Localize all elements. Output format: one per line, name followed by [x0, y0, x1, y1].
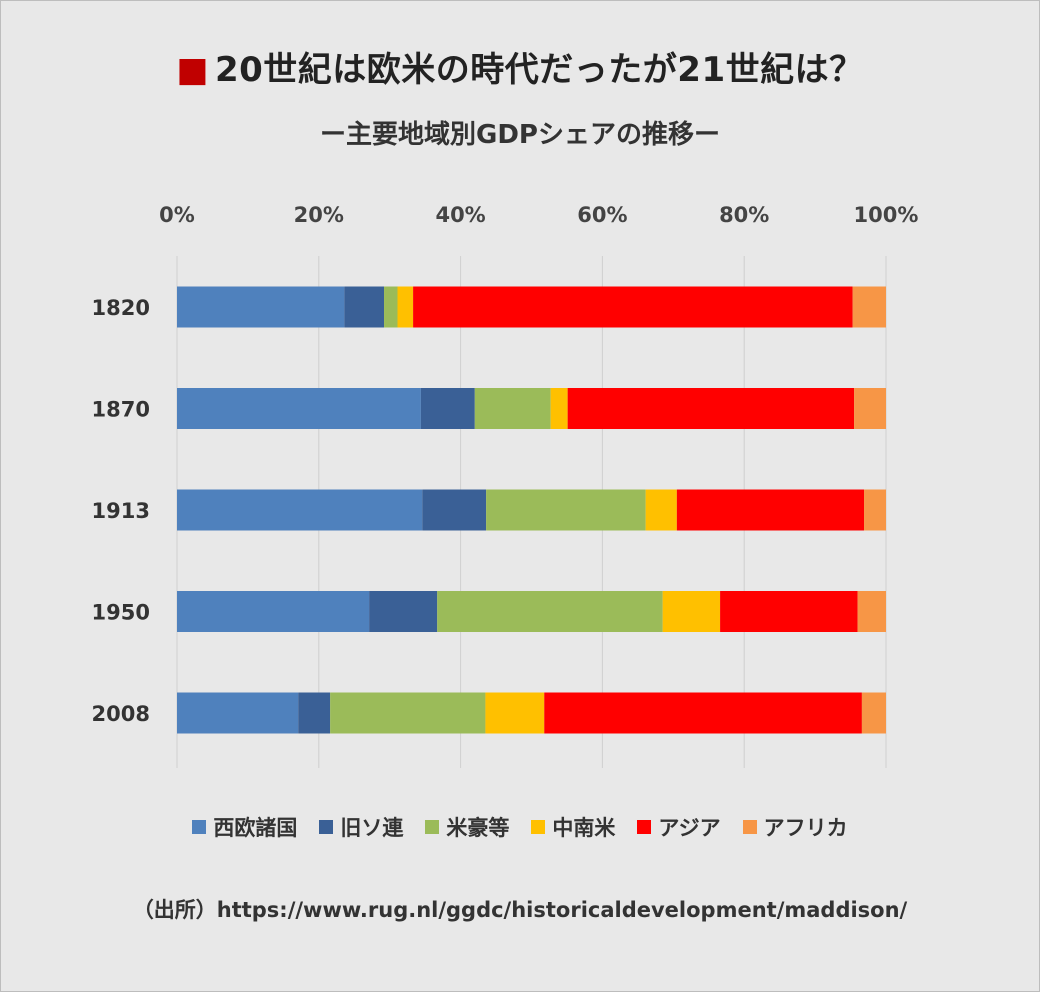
y-category-label: 1913	[92, 499, 150, 523]
bar-2008-series-2	[330, 692, 486, 734]
x-tick-label: 0%	[159, 203, 195, 227]
legend-item-5: アフリカ	[742, 812, 848, 842]
chart-subtitle: ー主要地域別GDPシェアの推移ー	[320, 120, 720, 150]
bar-1820-series-5	[852, 286, 886, 328]
legend-label: 旧ソ連	[340, 816, 404, 840]
y-category-label: 2008	[92, 702, 150, 726]
bars	[177, 286, 886, 734]
legend-swatch-icon	[319, 820, 334, 834]
bar-2008-series-3	[485, 692, 545, 734]
bar-1913-series-5	[864, 489, 886, 531]
bar-1913-series-1	[422, 489, 487, 531]
legend-label: アフリカ	[763, 816, 848, 840]
x-tick-label: 80%	[719, 203, 769, 227]
bar-1820-series-0	[177, 286, 345, 328]
bar-1913-series-0	[177, 489, 423, 531]
bar-1820-series-2	[384, 286, 398, 328]
x-tick-label: 100%	[854, 203, 919, 227]
bar-1870-series-4	[567, 388, 855, 429]
chart-title: ■ 20世紀は欧米の時代だったが21世紀は？	[0, 42, 1040, 91]
legend-swatch-icon	[531, 820, 546, 834]
chart-title-text: 20世紀は欧米の時代だったが21世紀は？	[214, 50, 864, 90]
legend-item-3: 中南米	[531, 812, 615, 842]
bar-1820-series-1	[344, 286, 385, 328]
legend-item-4: アジア	[637, 812, 721, 842]
bar-1820-series-4	[413, 286, 853, 328]
legend-swatch-icon	[192, 820, 207, 834]
legend-label: 西欧諸国	[213, 816, 298, 840]
y-axis-categories: 1820 1870 1913 1950 2008	[92, 296, 150, 726]
bar-1950-series-1	[369, 591, 438, 632]
legend-item-1: 旧ソ連	[319, 812, 403, 842]
bar-1950-series-2	[437, 591, 663, 632]
bar-1913-series-4	[676, 489, 865, 531]
x-tick-label: 40%	[435, 203, 485, 227]
legend-swatch-icon	[637, 820, 652, 834]
bar-1870-series-5	[854, 388, 886, 429]
x-tick-label: 60%	[577, 203, 627, 227]
bar-1913-series-3	[645, 489, 677, 531]
source-note: （出所）https://www.rug.nl/ggdc/historicalde…	[132, 898, 908, 922]
bar-1950-series-4	[720, 591, 858, 632]
legend-item-0: 西欧諸国	[192, 812, 297, 842]
bar-1950-series-0	[177, 591, 370, 632]
legend-label: 米豪等	[446, 816, 510, 840]
bar-2008-series-1	[298, 692, 331, 734]
bar-2008-series-5	[861, 692, 886, 734]
bar-1870-series-0	[177, 388, 421, 429]
legend-item-2: 米豪等	[425, 812, 509, 842]
bar-2008-series-0	[177, 692, 299, 734]
bar-1870-series-1	[420, 388, 475, 429]
bar-1950-series-5	[857, 591, 886, 632]
bar-2008-series-4	[544, 692, 862, 734]
x-axis-ticks: 0% 20% 40% 60% 80% 100%	[159, 203, 918, 227]
y-category-label: 1820	[92, 296, 150, 320]
title-marker-icon: ■	[176, 50, 209, 90]
legend-swatch-icon	[425, 820, 440, 834]
bar-1870-series-3	[550, 388, 568, 429]
bar-1870-series-2	[474, 388, 551, 429]
legend-label: アジア	[658, 816, 721, 840]
legend-swatch-icon	[742, 820, 757, 834]
y-category-label: 1950	[92, 601, 150, 625]
legend: 西欧諸国 旧ソ連 米豪等 中南米 アジア アフリカ	[0, 812, 1040, 842]
bar-1913-series-2	[486, 489, 646, 531]
bar-1820-series-3	[397, 286, 414, 328]
x-tick-label: 20%	[294, 203, 344, 227]
y-category-label: 1870	[92, 398, 150, 422]
bar-1950-series-3	[662, 591, 721, 632]
legend-label: 中南米	[552, 816, 616, 840]
